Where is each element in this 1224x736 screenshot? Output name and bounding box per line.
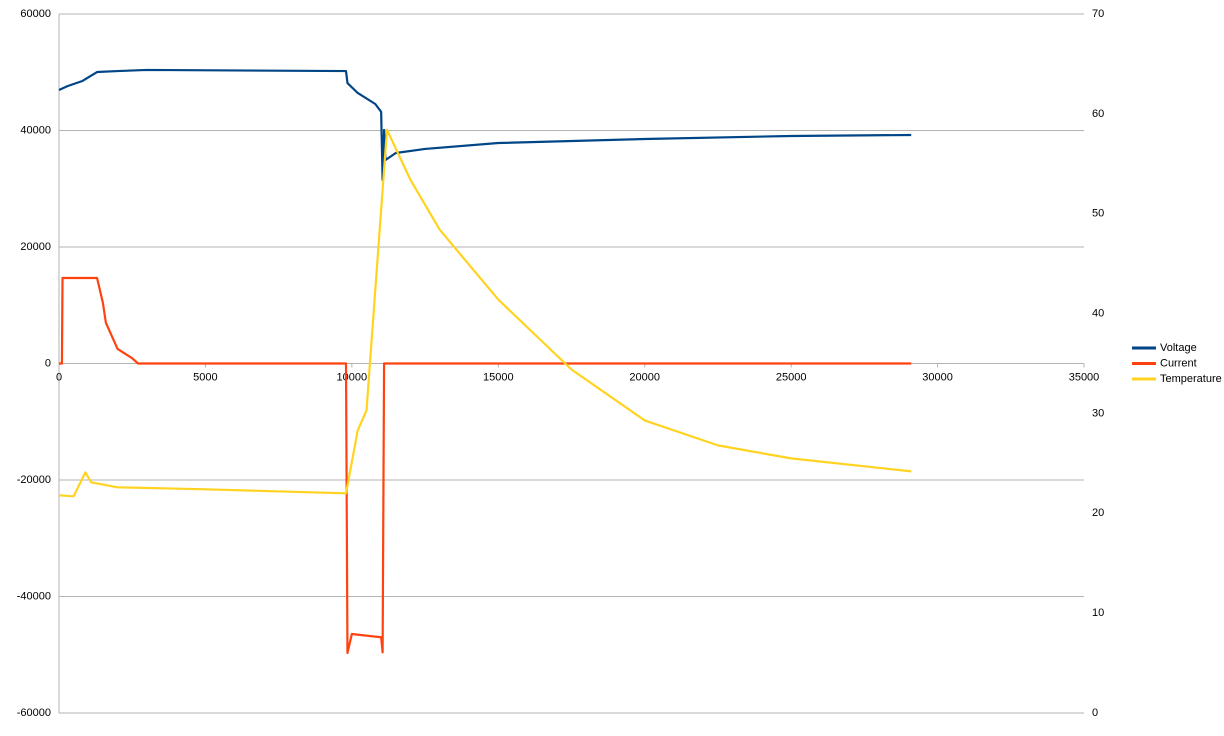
legend-label: Temperature (1160, 373, 1222, 385)
y2-tick-label: 30 (1092, 407, 1104, 419)
y-tick-label: 20000 (20, 241, 51, 253)
y2-tick-label: 70 (1092, 8, 1104, 20)
y2-tick-label: 60 (1092, 108, 1104, 120)
y2-tick-label: 50 (1092, 208, 1104, 220)
y-tick-label: -40000 (17, 590, 51, 602)
y2-tick-label: 0 (1092, 707, 1098, 719)
series-line (58, 128, 912, 498)
x-tick-label: 5000 (193, 371, 217, 383)
x-tick-label: 25000 (776, 371, 807, 383)
series-line (59, 276, 912, 655)
x-tick-label: 20000 (629, 371, 660, 383)
x-tick-label: 30000 (922, 371, 953, 383)
y2-tick-label: 20 (1092, 507, 1104, 519)
y-tick-label: 40000 (20, 124, 51, 136)
series-line (58, 68, 912, 182)
x-tick-label: 10000 (337, 371, 368, 383)
x-tick-label: 15000 (483, 371, 514, 383)
y2-tick-label: 40 (1092, 307, 1104, 319)
x-tick-label: 0 (56, 371, 62, 383)
y2-tick-label: 10 (1092, 607, 1104, 619)
x-tick-label: 35000 (1069, 371, 1100, 383)
y-tick-label: -60000 (17, 707, 51, 719)
y-tick-label: -20000 (17, 474, 51, 486)
y-tick-label: 0 (45, 357, 51, 369)
legend-label: Current (1160, 357, 1197, 369)
legend-label: Voltage (1160, 342, 1197, 354)
y-tick-label: 60000 (20, 8, 51, 20)
